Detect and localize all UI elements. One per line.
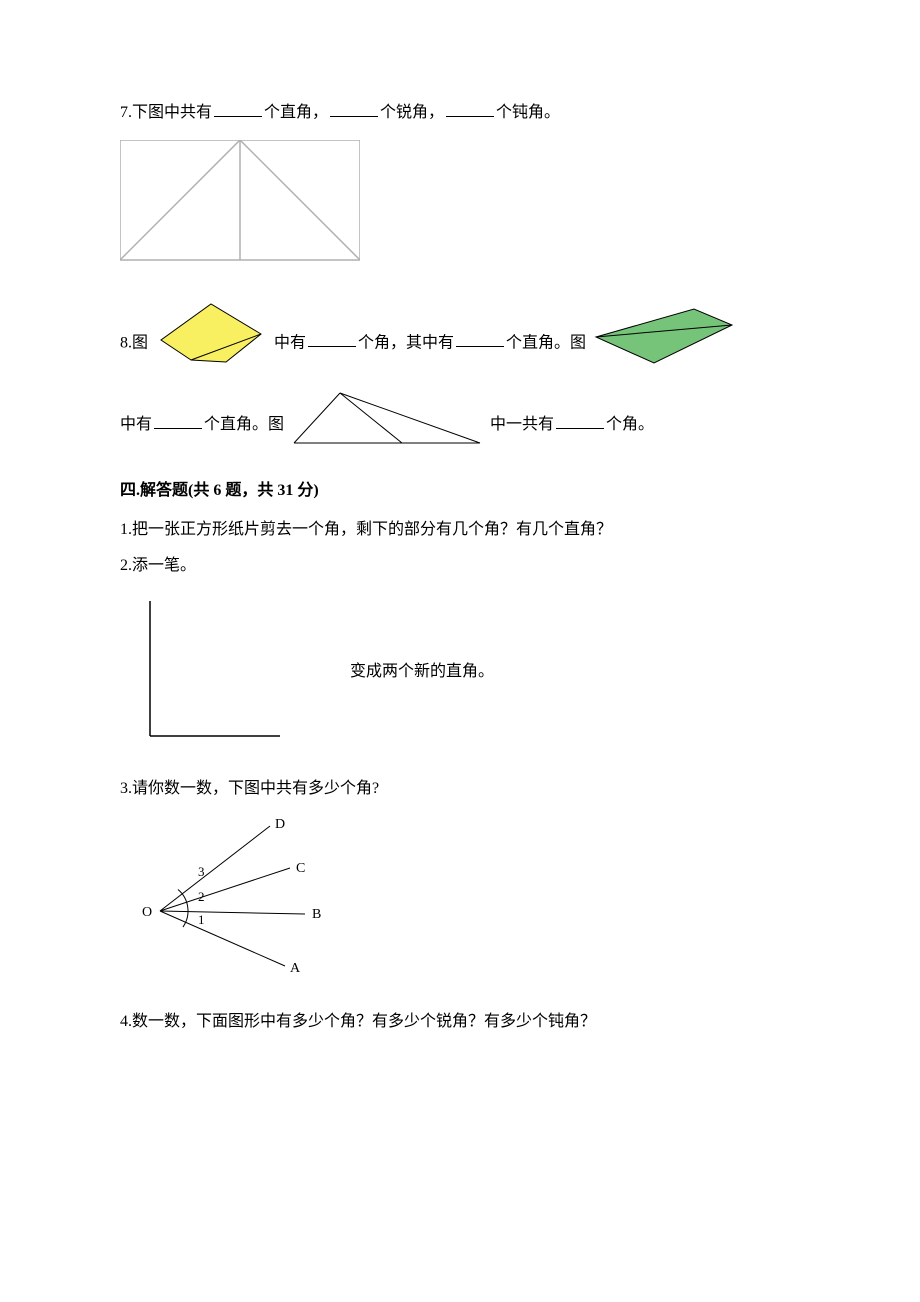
q7-blank-2[interactable] bbox=[330, 100, 378, 117]
svg-text:2: 2 bbox=[198, 889, 205, 904]
q7-text-b: 个直角， bbox=[264, 104, 328, 121]
q8-text-c1: 中一共有 bbox=[490, 416, 554, 433]
section4-q2-caption: 变成两个新的直角。 bbox=[350, 659, 494, 685]
right-angle-diagram bbox=[120, 596, 290, 746]
section4-q2: 2.添一笔。 bbox=[120, 553, 800, 579]
question-8: 8.图 中有个角，其中有个直角。图 中有个直角。图 中一共有个角。 bbox=[120, 302, 800, 459]
green-quadrilateral-icon bbox=[594, 307, 734, 367]
q8-blank-2[interactable] bbox=[456, 330, 504, 347]
svg-text:1: 1 bbox=[198, 912, 205, 927]
svg-text:A: A bbox=[290, 961, 301, 976]
q8-text-b2: 个直角。图 bbox=[204, 416, 284, 433]
angle-rays-diagram: D C B A O 3 2 1 bbox=[140, 816, 350, 976]
q7-blank-3[interactable] bbox=[446, 100, 494, 117]
section4-q3-figure: D C B A O 3 2 1 bbox=[140, 816, 800, 985]
svg-text:B: B bbox=[312, 907, 321, 922]
q8-blank-3[interactable] bbox=[154, 412, 202, 429]
q8-text-prefix: 8.图 bbox=[120, 334, 148, 351]
q8-text-b1: 中有 bbox=[120, 416, 152, 433]
q8-figure-triangle bbox=[292, 391, 482, 459]
yellow-quadrilateral-icon bbox=[156, 302, 266, 372]
q7-text-d: 个钝角。 bbox=[496, 104, 560, 121]
q7-figure bbox=[120, 140, 800, 279]
section4-q1: 1.把一张正方形纸片剪去一个角，剩下的部分有几个角？有几个直角？ bbox=[120, 517, 800, 543]
section4-q2-figure-block: 变成两个新的直角。 bbox=[120, 596, 800, 746]
svg-text:C: C bbox=[296, 861, 305, 876]
q8-figure-yellow bbox=[156, 302, 266, 385]
section4-q3: 3.请你数一数，下图中共有多少个角? bbox=[120, 776, 800, 802]
section-4-title: 四.解答题(共 6 题，共 31 分) bbox=[120, 478, 800, 504]
q8-blank-4[interactable] bbox=[556, 412, 604, 429]
svg-text:D: D bbox=[275, 817, 285, 832]
q8-text-a3: 个直角。图 bbox=[506, 334, 586, 351]
q7-text-a: 7.下图中共有 bbox=[120, 104, 212, 121]
q7-diagram bbox=[120, 140, 360, 270]
q7-blank-1[interactable] bbox=[214, 100, 262, 117]
q8-blank-1[interactable] bbox=[308, 330, 356, 347]
svg-text:O: O bbox=[142, 905, 152, 920]
q7-text-c: 个锐角， bbox=[380, 104, 444, 121]
q8-text-a2: 个角，其中有 bbox=[358, 334, 454, 351]
q8-text-a1: 中有 bbox=[274, 334, 306, 351]
q8-figure-green bbox=[594, 307, 734, 380]
q8-text-c2: 个角。 bbox=[606, 416, 654, 433]
question-7: 7.下图中共有 个直角， 个锐角， 个钝角。 bbox=[120, 100, 800, 126]
svg-text:3: 3 bbox=[198, 864, 205, 879]
section4-q4: 4.数一数，下面图形中有多少个角？有多少个锐角？有多少个钝角？ bbox=[120, 1009, 800, 1035]
triangle-diagram-icon bbox=[292, 391, 482, 446]
